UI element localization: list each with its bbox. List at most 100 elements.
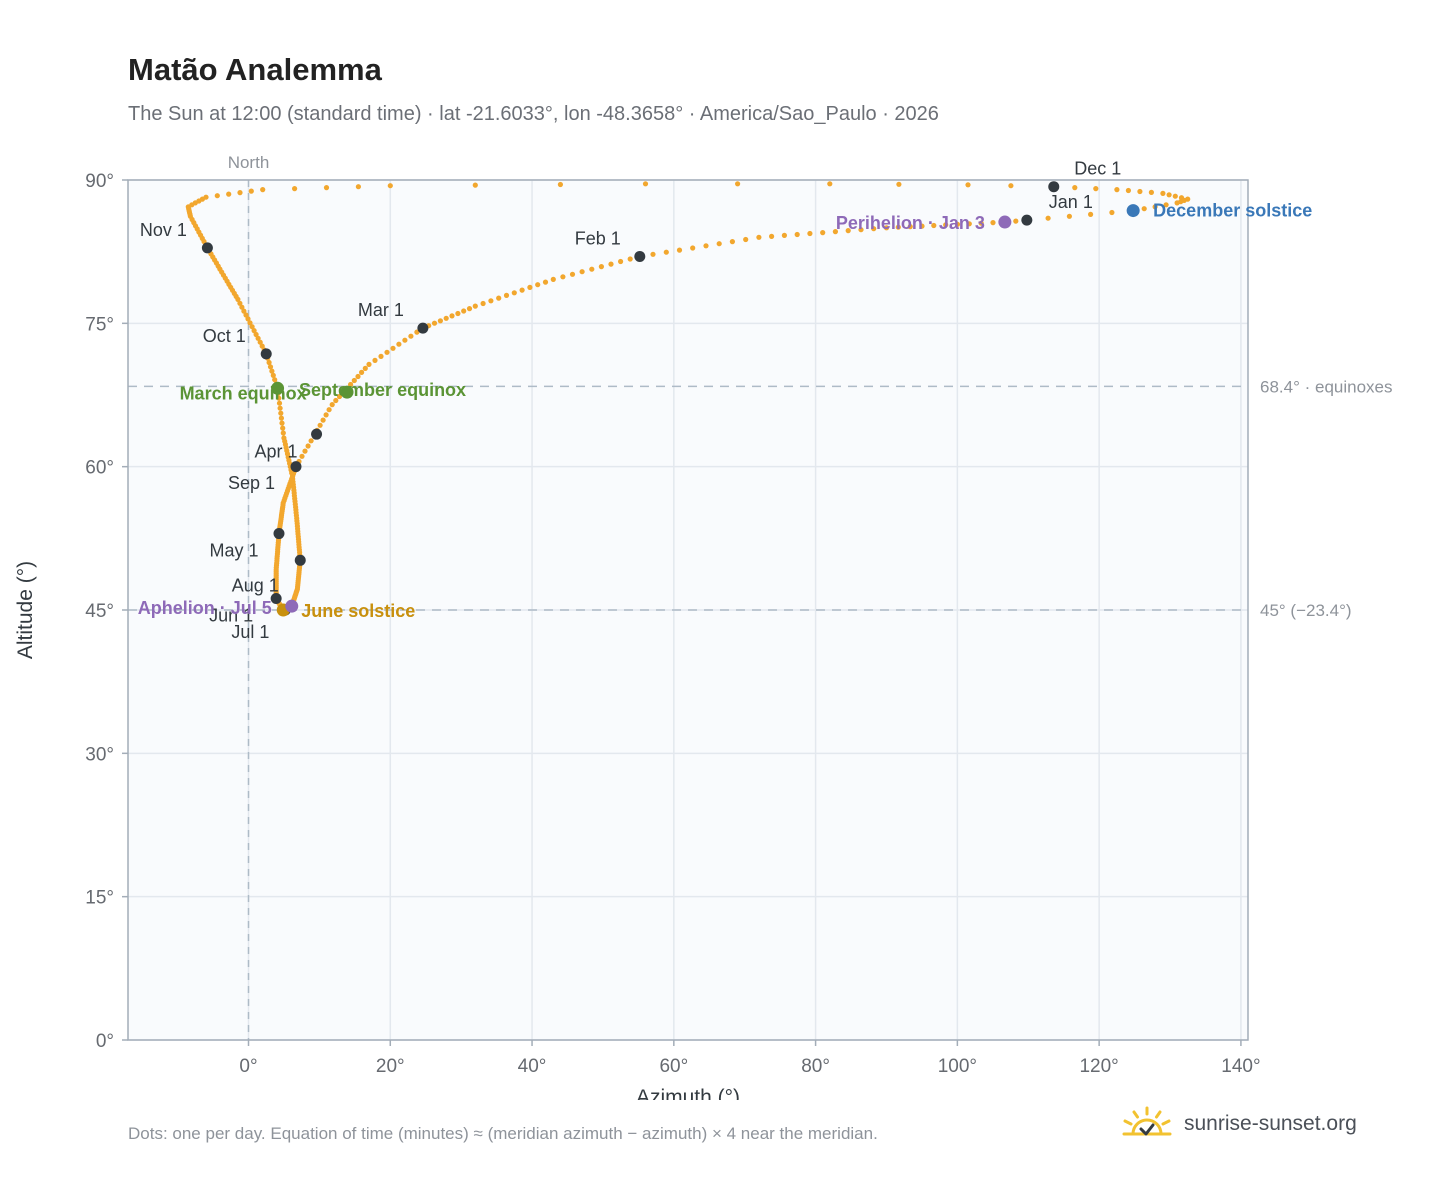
daily-dot <box>557 181 564 188</box>
sun-check-icon <box>1122 1106 1172 1136</box>
month-label: Nov 1 <box>140 220 187 240</box>
daily-dot <box>455 310 461 317</box>
daily-dot <box>472 182 478 188</box>
daily-dot <box>449 313 455 319</box>
daily-dot <box>372 357 378 363</box>
month-marker <box>1048 181 1060 193</box>
daily-dot <box>1093 186 1099 192</box>
daily-dot <box>243 312 249 318</box>
daily-dot <box>277 405 283 411</box>
daily-dot <box>461 308 467 314</box>
daily-dot <box>226 191 232 197</box>
month-label: Dec 1 <box>1074 159 1121 179</box>
daily-dot <box>272 377 278 383</box>
daily-dot <box>845 228 851 234</box>
daily-dot <box>378 353 384 359</box>
event-marker <box>285 599 299 613</box>
daily-dot <box>351 377 357 384</box>
daily-dot <box>276 395 282 401</box>
daily-dot <box>299 453 305 459</box>
daily-dot <box>326 407 332 413</box>
x-tick-label: 20° <box>376 1056 405 1077</box>
daily-dot <box>437 318 443 324</box>
daily-dot <box>257 339 263 345</box>
daily-dot <box>511 290 517 296</box>
axes: 0° 20° 40° 60° 80° 100° 120° 140° 0° 15° 30° 45° 60°… <box>14 171 1261 1100</box>
daily-dot <box>990 220 996 226</box>
daily-dot <box>355 373 361 380</box>
daily-dot <box>794 231 800 238</box>
daily-dot <box>965 182 971 188</box>
daily-dot <box>560 274 566 280</box>
daily-dot <box>466 306 473 312</box>
month-marker <box>273 528 285 540</box>
daily-dot <box>302 448 308 454</box>
x-axis-label: Azimuth (°) <box>636 1086 740 1100</box>
daily-dot <box>266 359 272 366</box>
brand-name[interactable]: sunrise-sunset.org <box>1184 1112 1357 1135</box>
daily-dot <box>1152 204 1158 210</box>
x-tick-label: 80° <box>801 1056 830 1077</box>
daily-dot <box>366 361 372 367</box>
daily-dot <box>1109 209 1115 216</box>
month-marker <box>294 554 306 566</box>
month-marker <box>260 348 272 360</box>
daily-dot <box>359 369 365 375</box>
daily-dot <box>907 224 913 230</box>
month-label: Jan 1 <box>1049 192 1093 212</box>
daily-dot <box>871 226 877 232</box>
daily-dot <box>214 193 220 199</box>
daily-dot <box>1066 213 1072 219</box>
daily-dot <box>251 328 257 334</box>
north-label: North <box>228 153 270 172</box>
daily-dot <box>527 284 533 290</box>
daily-dot <box>1174 200 1180 206</box>
daily-dot <box>317 422 323 428</box>
month-label: Aug 1 <box>232 575 279 595</box>
daily-dot <box>690 245 696 251</box>
event-label: December solstice <box>1153 201 1312 221</box>
daily-dot <box>883 225 890 231</box>
event-label: March equinox <box>180 383 307 403</box>
daily-dot <box>1072 185 1078 191</box>
daily-dot <box>954 221 961 227</box>
daily-dot <box>280 425 286 431</box>
analemma-chart: North 68.4° · equinoxes 45° (−23.4°) Jan 1… <box>14 153 1393 1100</box>
daily-dot <box>323 412 329 418</box>
daily-dot <box>402 337 408 343</box>
daily-dot <box>488 298 494 304</box>
daily-dot <box>569 271 576 277</box>
daily-dot <box>598 264 605 270</box>
daily-dot <box>333 397 339 404</box>
y-tick-label: 45° <box>85 601 114 622</box>
brand[interactable]: sunrise-sunset.org <box>1120 1104 1357 1144</box>
daily-dot <box>1045 215 1051 221</box>
reference-line-label: 68.4° · equinoxes <box>1260 377 1393 396</box>
daily-dot <box>807 230 813 237</box>
month-label: Mar 1 <box>358 300 404 320</box>
event-marker <box>998 215 1012 229</box>
daily-dot <box>535 282 541 288</box>
daily-dot <box>248 188 254 194</box>
daily-dot <box>919 223 925 229</box>
event-label: Perihelion · Jan 3 <box>836 213 985 233</box>
month-marker <box>1021 214 1033 226</box>
daily-dot <box>278 415 284 421</box>
month-label: Apr 1 <box>254 442 297 462</box>
x-tick-label: 140° <box>1221 1056 1260 1077</box>
y-tick-label: 75° <box>85 314 114 335</box>
chart-title: Matão Analemma <box>128 52 382 87</box>
x-tick-label: 120° <box>1079 1056 1118 1077</box>
daily-dot <box>472 303 478 309</box>
daily-dot <box>1141 206 1147 212</box>
month-label: Jun 1 <box>209 606 253 626</box>
daily-dot <box>281 435 287 441</box>
month-marker <box>201 242 213 254</box>
daily-dot <box>362 365 368 371</box>
daily-dot <box>503 292 510 298</box>
daily-dot <box>781 232 788 238</box>
daily-dot <box>1125 187 1131 194</box>
daily-dot <box>1137 188 1143 195</box>
y-tick-label: 60° <box>85 458 114 479</box>
